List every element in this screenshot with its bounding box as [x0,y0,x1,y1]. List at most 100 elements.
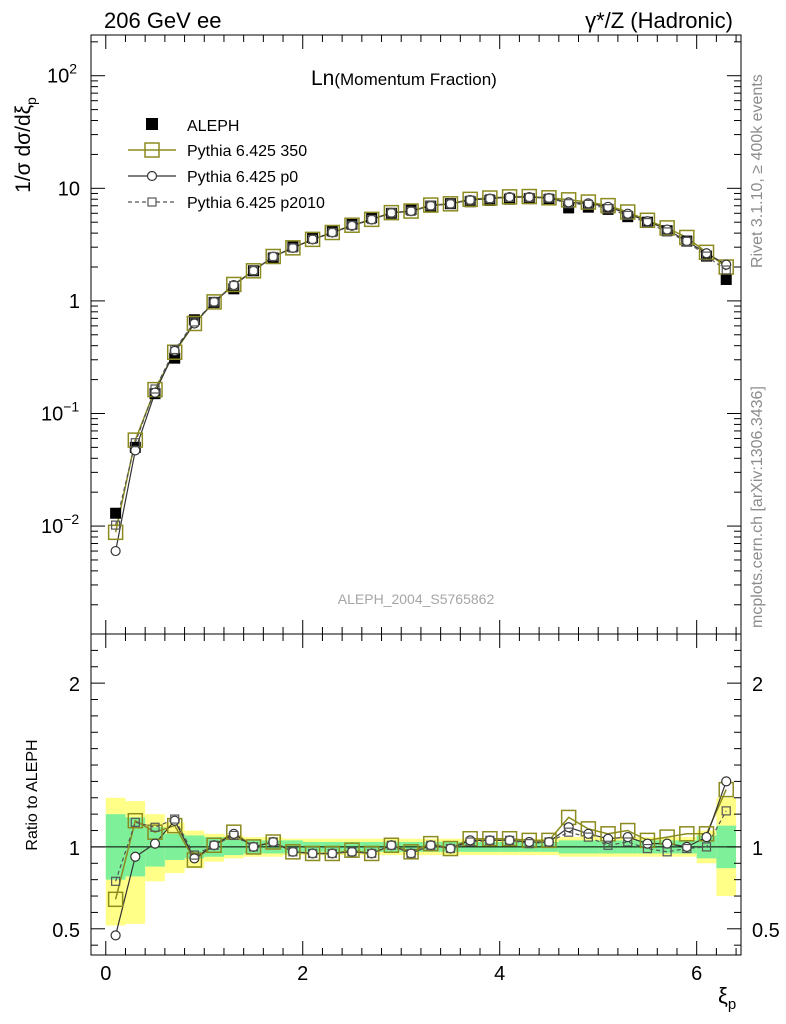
ratio-point-pythia-6-425-p2010 [642,843,653,854]
legend-label-p2010: Pythia 6.425 p2010 [187,195,325,212]
xlabel-main: ξ [718,983,728,1008]
ratio-point-pythia-6-425-p2010 [465,837,475,847]
main-point-pythia-6-425-p0 [327,227,338,238]
ratio-point-pythia-6-425-p0 [209,840,220,851]
main-point-pythia-6-425-p0 [189,318,200,329]
ratio-point-pythia-6-425-p2010 [721,806,731,816]
ratio-x-tick-label: 0 [100,963,111,985]
main-point-pythia-6-425-350 [541,190,557,206]
ratio-point-pythia-6-425-350 [501,830,518,847]
main-y-tick-label: 10 [58,178,80,200]
main-point-pythia-6-425-p0 [445,198,456,209]
main-point-pythia-6-425-p0 [405,206,417,217]
main-point-pythia-6-425-350 [245,263,262,279]
ratio-point-pythia-6-425-350 [304,845,321,862]
main-point-pythia-6-425-350 [580,194,597,210]
ratio-point-pythia-6-425-p0 [386,840,397,851]
ratio-point-pythia-6-425-350 [383,837,400,854]
main-point-pythia-6-425-p0 [307,234,318,245]
main-point-pythia-6-425-p2010 [721,265,731,275]
ratio-point-pythia-6-425-p0 [465,835,476,846]
ratio-point-pythia-6-425-p2010 [307,848,318,859]
ratio-x-axis-label: ξp [718,983,736,1013]
legend-label-350: Pythia 6.425 350 [187,143,307,160]
legend-label-aleph: ALEPH [187,118,239,135]
header-right: γ*/Z (Hadronic) [585,8,733,33]
main-point-pythia-6-425-350 [186,315,203,332]
ratio-point-pythia-6-425-350 [265,834,281,850]
ratio-point-pythia-6-425-p0 [583,828,594,839]
ratio-point-pythia-6-425-p0 [622,831,633,843]
main-point-aleph [169,352,181,364]
main-point-pythia-6-425-350 [344,217,360,233]
ratio-point-pythia-6-425-p2010 [248,842,259,852]
ratio-point-pythia-6-425-p2010 [347,847,357,857]
main-point-pythia-6-425-350 [403,203,419,219]
main-point-pythia-6-425-p0 [209,296,220,307]
main-point-pythia-6-425-p2010 [406,206,416,216]
main-y-tick-label: 102 [47,61,77,88]
ratio-point-pythia-6-425-p2010 [189,850,200,860]
ratio-point-pythia-6-425-p2010 [111,876,121,886]
main-point-pythia-6-425-p0 [366,214,377,225]
ratio-point-pythia-6-425-p0 [110,930,121,941]
main-point-pythia-6-425-p2010 [603,204,613,214]
main-y-tick-label: 10−2 [41,511,79,538]
main-point-pythia-6-425-p2010 [248,265,259,276]
ratio-y-tick-label-right: 0.5 [752,920,780,942]
main-panel-title: Ln(Momentum Fraction) [311,67,497,90]
main-y-tick-labels: 10−2 10−1 1 10 102 [41,61,80,538]
mcplots-credit-label: mcplots.cern.ch [arXiv:1306.3436] [749,386,766,628]
ratio-point-pythia-6-425-350 [186,852,203,868]
main-point-pythia-6-425-350 [324,224,341,241]
ratio-point-pythia-6-425-p0 [405,848,417,859]
ratio-point-pythia-6-425-350 [206,837,222,854]
main-point-aleph [110,507,122,519]
ratio-point-pythia-6-425-p0 [189,853,200,864]
ratio-point-pythia-6-425-p2010 [603,840,613,850]
main-series-lines [114,195,727,552]
ratio-y-tick-label-right: 1 [752,838,763,860]
main-line-pythia-6-425-p0 [115,196,727,552]
ratio-y-tick-label-left: 0.5 [52,920,80,942]
main-point-pythia-6-425-350 [107,524,124,541]
main-point-pythia-6-425-p2010 [150,384,160,394]
ratio-point-pythia-6-425-p0 [366,848,377,859]
main-point-pythia-6-425-p0 [484,193,495,204]
ratio-y-tick-label-right: 2 [752,674,763,696]
main-point-pythia-6-425-p2010 [111,520,121,530]
ratio-point-pythia-6-425-350 [423,835,439,852]
main-point-pythia-6-425-p0 [602,201,614,212]
main-series-markers [107,188,734,557]
main-point-pythia-6-425-350 [462,191,478,208]
main-point-pythia-6-425-350 [363,211,380,228]
ratio-point-pythia-6-425-p2010 [426,840,436,850]
ratio-axis-ticks [91,634,741,955]
ratio-point-pythia-6-425-p2010 [288,847,298,857]
main-point-pythia-6-425-p0 [543,192,555,204]
header-right-suffix: (Hadronic) [624,8,733,33]
ratio-point-pythia-6-425-350 [442,840,459,857]
ratio-series-markers [107,776,734,941]
main-point-pythia-6-425-p0 [110,545,121,557]
main-point-aleph [720,273,732,285]
main-point-pythia-6-425-p0 [662,224,673,235]
main-point-pythia-6-425-p0 [622,208,633,219]
main-point-pythia-6-425-p0 [701,248,712,259]
legend-marker-350 [144,142,160,158]
header-left: 206 GeV ee [104,8,221,33]
main-point-pythia-6-425-350 [639,212,656,229]
ratio-point-pythia-6-425-p0 [287,846,298,857]
ratio-x-tick-label: 6 [691,963,702,985]
main-point-pythia-6-425-350 [521,188,538,205]
analysis-watermark: ALEPH_2004_S5765862 [338,591,495,607]
ratio-point-pythia-6-425-p2010 [485,835,495,845]
main-point-pythia-6-425-p2010 [485,194,495,204]
ratio-point-pythia-6-425-p2010 [701,842,712,852]
ratio-point-pythia-6-425-p2010 [229,830,239,841]
main-line-pythia-6-425-p2010 [115,196,727,526]
ratio-point-pythia-6-425-p2010 [544,837,554,847]
main-point-pythia-6-425-p2010 [130,438,140,448]
ratio-point-pythia-6-425-p0 [228,828,239,839]
